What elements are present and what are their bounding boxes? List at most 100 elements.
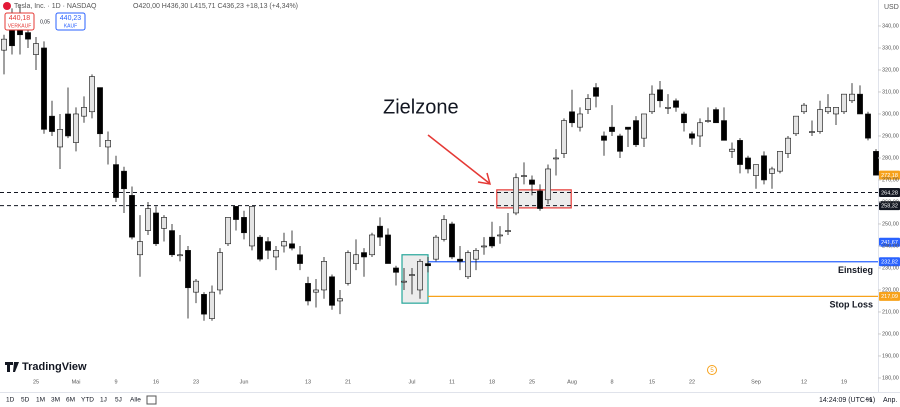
candle-body bbox=[409, 274, 415, 276]
x-tick-label: 18 bbox=[489, 379, 495, 385]
toolbar: 1D 5D 1M 3M 6M YTD 1J 5J Alle bbox=[6, 397, 141, 404]
x-tick-label: 23 bbox=[193, 379, 199, 385]
candle-body bbox=[441, 219, 447, 240]
price-tag-label: 258,32 bbox=[881, 203, 898, 209]
candle-body bbox=[49, 115, 55, 132]
candle-body bbox=[169, 230, 175, 256]
x-tick-label: 25 bbox=[33, 379, 39, 385]
y-tick-label: 290,00 bbox=[882, 133, 899, 139]
x-tick-label: 19 bbox=[841, 379, 847, 385]
range-button[interactable]: 5J bbox=[115, 397, 122, 404]
candle-body bbox=[769, 168, 775, 174]
candle-body bbox=[417, 261, 423, 291]
candle-body bbox=[577, 113, 583, 128]
candle-body bbox=[425, 263, 431, 267]
candle-body bbox=[97, 87, 103, 135]
candle-body bbox=[521, 175, 527, 177]
candle-body bbox=[657, 89, 663, 102]
y-tick-label: 340,00 bbox=[882, 23, 899, 29]
candle-body bbox=[305, 283, 311, 302]
price-tag bbox=[879, 201, 900, 211]
candle-body bbox=[89, 76, 95, 113]
candle-body bbox=[225, 217, 231, 245]
zone bbox=[401, 254, 429, 304]
candle-body bbox=[649, 93, 655, 113]
range-button[interactable]: 6M bbox=[66, 397, 75, 404]
candle-body bbox=[673, 100, 679, 108]
candle-body bbox=[633, 120, 639, 146]
x-tick-label: 25 bbox=[529, 379, 535, 385]
range-button[interactable]: YTD bbox=[81, 397, 94, 404]
candle-body bbox=[585, 98, 591, 110]
x-tick-label: 13 bbox=[305, 379, 311, 385]
adjust-toggle[interactable]: Anp. bbox=[883, 397, 897, 404]
calendar-icon[interactable] bbox=[146, 395, 157, 405]
candle-body bbox=[721, 120, 727, 141]
y-tick-label: 230,00 bbox=[882, 265, 899, 271]
range-button[interactable]: 1J bbox=[100, 397, 107, 404]
x-tick-label: Aug bbox=[567, 379, 577, 385]
price-tag-label: 217,09 bbox=[881, 294, 898, 300]
arrow bbox=[427, 134, 490, 184]
x-tick-label: 12 bbox=[801, 379, 807, 385]
candle-body bbox=[265, 241, 271, 251]
range-button[interactable]: 5D bbox=[21, 397, 30, 404]
buy-button[interactable] bbox=[55, 12, 86, 31]
range-button[interactable]: 1M bbox=[36, 397, 45, 404]
candle-body bbox=[289, 243, 295, 249]
sell-label: VERKAUF bbox=[8, 23, 32, 29]
candle-body bbox=[345, 252, 351, 284]
candle-body bbox=[297, 254, 303, 264]
candle-body bbox=[481, 245, 487, 248]
candle-body bbox=[513, 177, 519, 214]
candle-body bbox=[761, 155, 767, 181]
candle-body bbox=[809, 131, 815, 133]
y-tick-label: 320,00 bbox=[882, 67, 899, 73]
candle-body bbox=[273, 250, 279, 258]
candle-body bbox=[625, 126, 631, 130]
candle-body bbox=[609, 126, 615, 132]
candle-body bbox=[81, 107, 87, 117]
candle-body bbox=[41, 47, 47, 130]
buy-price: 440,23 bbox=[60, 15, 82, 22]
y-tick-label: 250,00 bbox=[882, 221, 899, 227]
candle-body bbox=[449, 223, 455, 258]
candle-body bbox=[473, 250, 479, 260]
buy-label: KAUF bbox=[64, 23, 77, 29]
candle-body bbox=[73, 113, 79, 143]
x-tick-label: 9 bbox=[114, 379, 117, 385]
candle-body bbox=[113, 164, 119, 198]
price-tag-label: 232,82 bbox=[881, 260, 898, 266]
y-tick-label: 310,00 bbox=[882, 89, 899, 95]
candle-body bbox=[465, 252, 471, 278]
spread: 0,05 bbox=[40, 19, 50, 25]
candle-body bbox=[33, 43, 39, 55]
range-button[interactable]: 3M bbox=[51, 397, 60, 404]
x-tick-label: Mai bbox=[72, 379, 81, 385]
sell-price: 440,18 bbox=[9, 15, 31, 22]
candle-body bbox=[329, 276, 335, 306]
y-tick-label: 220,00 bbox=[882, 287, 899, 293]
arrow-head bbox=[477, 172, 492, 185]
event-marker[interactable] bbox=[707, 365, 717, 375]
candle-body bbox=[25, 32, 31, 40]
candle-body bbox=[145, 208, 151, 231]
candle-body bbox=[233, 206, 239, 220]
y-tick-label: 300,00 bbox=[882, 111, 899, 117]
candle-body bbox=[337, 298, 343, 302]
range-button[interactable]: Alle bbox=[130, 397, 141, 404]
range-button[interactable]: 1D bbox=[6, 397, 15, 404]
percent-toggle[interactable]: % bbox=[866, 397, 872, 404]
candle-body bbox=[65, 113, 71, 137]
x-tick-label: Jul bbox=[408, 379, 415, 385]
x-tick-label: 22 bbox=[689, 379, 695, 385]
candle-body bbox=[817, 109, 823, 132]
candle-body bbox=[849, 93, 855, 102]
x-tick-label: 11 bbox=[449, 379, 455, 385]
candle-body bbox=[553, 157, 559, 160]
sell-button[interactable] bbox=[4, 12, 35, 31]
candle-body bbox=[497, 234, 503, 237]
candle-body bbox=[177, 254, 183, 257]
